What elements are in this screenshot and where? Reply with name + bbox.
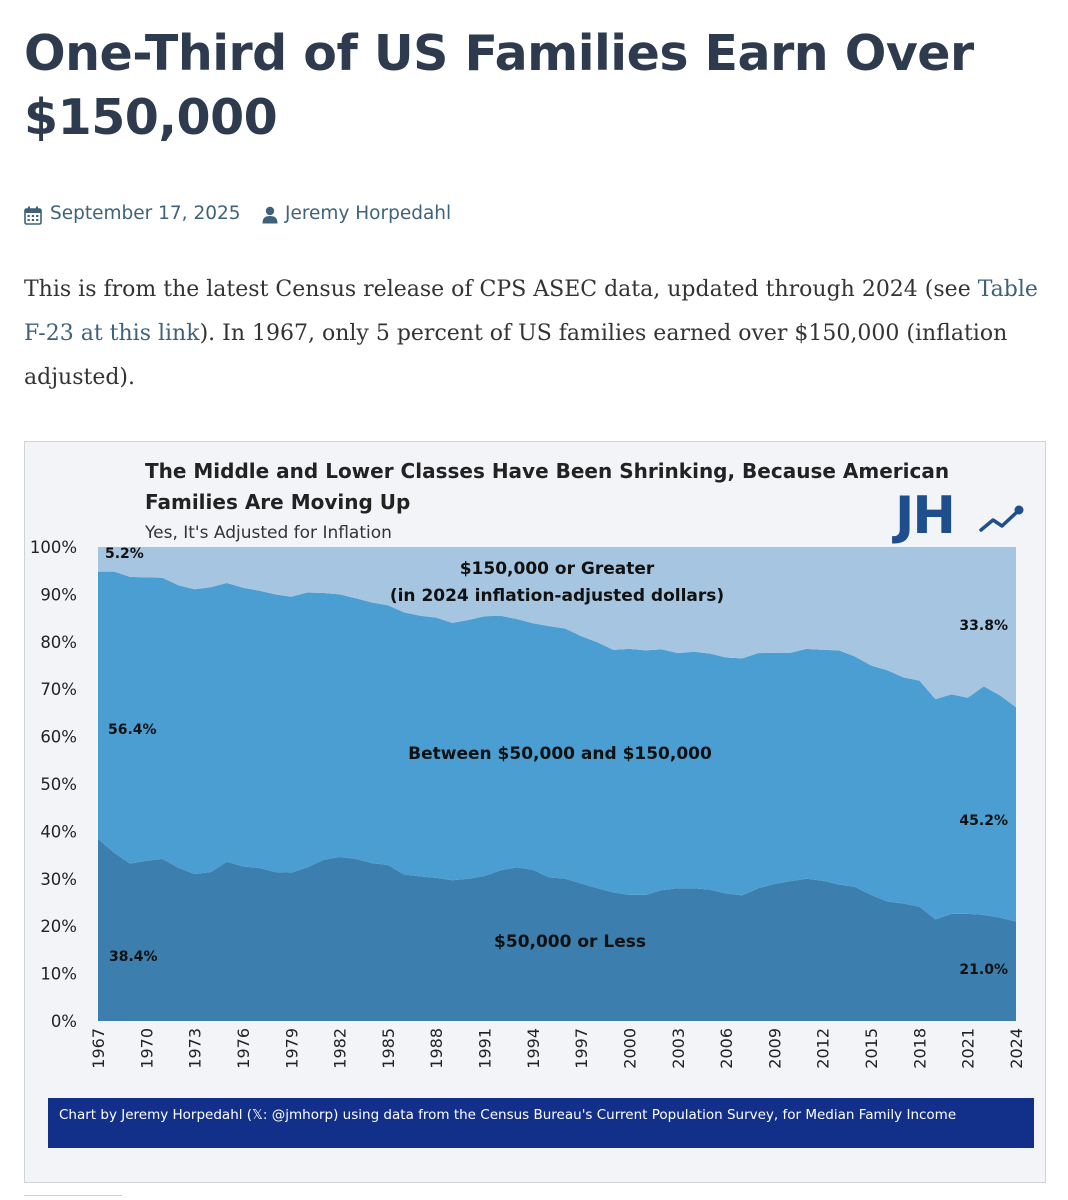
area-under-50k xyxy=(98,838,1016,1021)
plot-areas xyxy=(98,547,1016,1021)
page-title: One-Third of US Families Earn Over $150,… xyxy=(24,25,974,146)
x-tick-label: 1997 xyxy=(572,1028,591,1069)
chart-title-line: The Middle and Lower Classes Have Been S… xyxy=(145,459,949,483)
x-tick-label: 2021 xyxy=(959,1028,978,1069)
chart-title-line: Families Are Moving Up xyxy=(145,490,410,514)
area-over-150k xyxy=(98,547,1016,708)
series-label-line: (in 2024 inflation-adjusted dollars) xyxy=(390,586,724,606)
value-label: 5.2% xyxy=(105,546,144,562)
intro-text-end: ). In 1967, only 5 percent of US familie… xyxy=(24,321,1008,390)
value-label: 56.4% xyxy=(108,722,157,738)
series-label-under-50k: $50,000 or Less xyxy=(494,932,646,952)
y-tick-label: 20% xyxy=(40,917,77,936)
y-axis: 0% 10% 20% 30% 40% 50% 60% 70% 80% 90% 100% xyxy=(30,538,77,1031)
value-label: 45.2% xyxy=(959,813,1008,829)
x-tick-label: 2012 xyxy=(814,1028,833,1069)
intro-paragraph: This is from the latest Census release o… xyxy=(24,268,1044,400)
end-labels: 38.4% 21.0% 56.4% 45.2% 5.2% 33.8% xyxy=(105,546,1008,978)
trend-arrow-dot xyxy=(1014,505,1024,515)
x-tick-label: 1970 xyxy=(137,1028,156,1069)
chart-header: The Middle and Lower Classes Have Been S… xyxy=(144,459,949,543)
x-tick-label: 2024 xyxy=(1007,1028,1026,1069)
chart-subtitle: Yes, It's Adjusted for Inflation xyxy=(144,523,392,543)
x-tick-label: 1976 xyxy=(234,1028,253,1069)
source-banner xyxy=(48,1098,1034,1148)
y-tick-label: 50% xyxy=(40,775,77,794)
x-tick-label: 2015 xyxy=(862,1028,881,1069)
jh-logo: JH xyxy=(892,486,1024,546)
chart-image: 0% 10% 20% 30% 40% 50% 60% 70% 80% 90% 100% 1967 19… xyxy=(24,441,1046,1183)
x-tick-label: 1982 xyxy=(331,1028,350,1069)
y-tick-label: 70% xyxy=(40,680,77,699)
x-tick-label: 2003 xyxy=(669,1028,688,1069)
user-icon xyxy=(262,206,278,224)
bottom-divider xyxy=(24,1195,122,1196)
x-tick-label: 2018 xyxy=(910,1028,929,1069)
y-tick-label: 60% xyxy=(40,728,77,747)
series-label-50k-150k: Between $50,000 and $150,000 xyxy=(408,744,712,764)
x-tick-label: 1979 xyxy=(282,1028,301,1069)
y-tick-label: 80% xyxy=(40,633,77,652)
area-50k-150k xyxy=(98,571,1016,922)
y-tick-label: 40% xyxy=(40,822,77,841)
jh-logo-text: JH xyxy=(892,486,954,546)
y-tick-label: 90% xyxy=(40,585,77,604)
x-tick-label: 2006 xyxy=(717,1028,736,1069)
x-tick-label: 1985 xyxy=(379,1028,398,1069)
income-distribution-chart: 0%10%20%30%40%50%60%70%80%90%100% 1967 19… xyxy=(30,459,1034,1148)
x-tick-label: 1991 xyxy=(476,1028,495,1069)
post-author-name: Jeremy Horpedahl xyxy=(285,203,452,224)
x-axis: 1967 1970 1973 1976 1979 1982 1985 1988 1991 1994… xyxy=(89,1028,1026,1069)
series-label-line: Between $50,000 and $150,000 xyxy=(408,744,712,764)
trend-arrow-icon xyxy=(979,509,1020,532)
source-note: Chart by Jeremy Horpedahl (𝕏: @jmhorp) u… xyxy=(59,1107,956,1123)
x-tick-label: 1967 xyxy=(89,1028,108,1069)
x-tick-label: 1988 xyxy=(427,1028,446,1069)
series-label-over-150k: $150,000 or Greater (in 2024 inflation-ad… xyxy=(390,559,724,606)
series-labels: $50,000 or Less Between $50,000 and $150,… xyxy=(390,559,724,952)
post-date-text: September 17, 2025 xyxy=(50,203,241,224)
x-tick-label: 2009 xyxy=(765,1028,784,1069)
table-f23-link[interactable]: Table F-23 at this link xyxy=(24,277,1038,346)
y-tick-label: 0% xyxy=(51,1012,77,1031)
x-tick-label: 2000 xyxy=(620,1028,639,1069)
y-tick-label: 10% xyxy=(40,965,77,984)
x-tick-label: 1973 xyxy=(186,1028,205,1069)
series-label-line: $150,000 or Greater xyxy=(460,559,655,579)
x-tick-label: 1994 xyxy=(524,1028,543,1069)
value-label: 38.4% xyxy=(109,949,158,965)
y-tick-label: 100% xyxy=(30,538,77,557)
chart-title: The Middle and Lower Classes Have Been S… xyxy=(145,459,949,514)
intro-text-start: This is from the latest Census release o… xyxy=(24,277,978,302)
calendar-icon xyxy=(24,206,42,225)
value-label: 33.8% xyxy=(959,618,1008,634)
series-label-line: $50,000 or Less xyxy=(494,932,646,952)
y-tick-label: 30% xyxy=(40,870,77,889)
value-label: 21.0% xyxy=(959,962,1008,978)
